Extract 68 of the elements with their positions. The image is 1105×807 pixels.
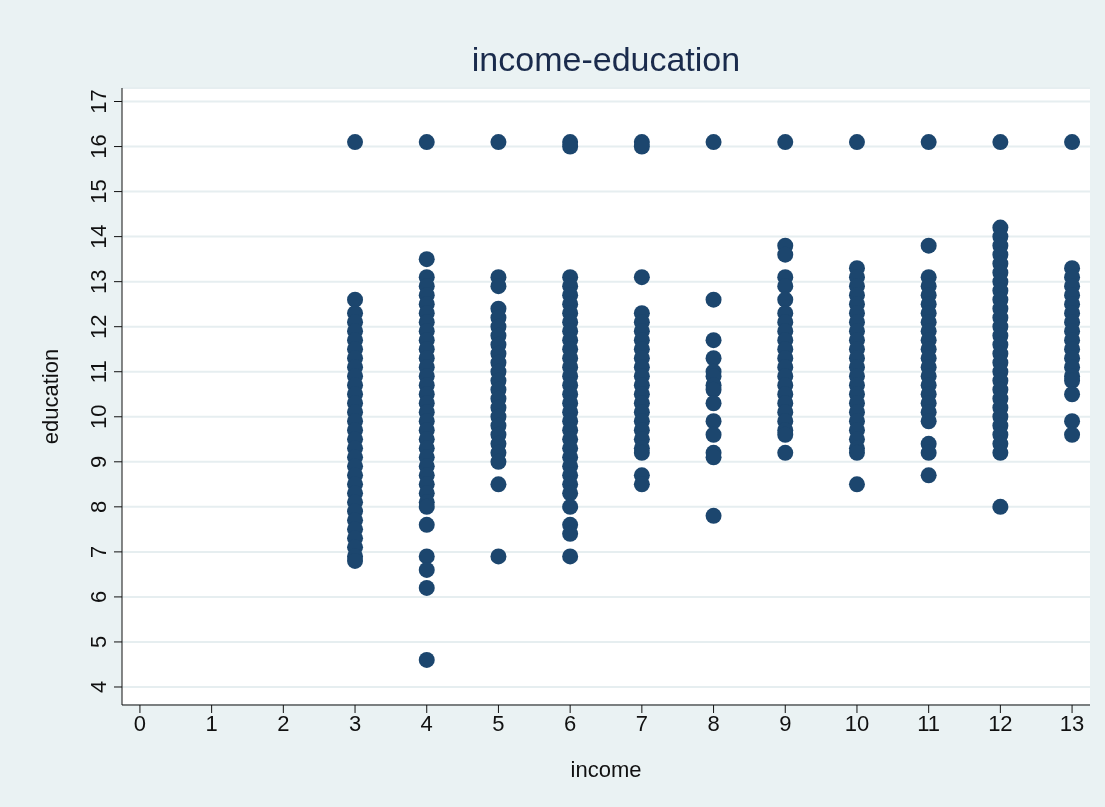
y-tick-label: 13 [86,269,111,294]
point [418,516,435,533]
x-tick-label: 1 [205,710,218,736]
point [705,395,722,412]
point [418,651,435,668]
point [562,498,579,515]
point [418,134,435,151]
x-axis-title: income [570,757,642,782]
y-tick-label: 11 [86,360,111,384]
x-tick-label: 3 [348,710,362,736]
y-tick-label: 14 [86,224,111,249]
point [490,548,507,565]
point [1064,386,1081,403]
point [633,269,650,286]
point [992,498,1009,515]
y-tick-label: 4 [86,680,111,694]
y-tick-label: 6 [86,590,111,604]
y-tick-label: 12 [86,314,111,339]
point [920,237,937,254]
x-tick-label: 11 [917,710,941,736]
point [848,134,865,151]
point [347,291,364,308]
point [418,579,435,596]
point [705,426,722,443]
point [418,561,435,578]
point [705,350,722,367]
y-tick-label: 10 [86,404,111,430]
point [490,134,507,151]
x-tick-label: 8 [707,710,720,736]
y-tick-label: 17 [86,89,111,114]
point [347,134,364,151]
x-tick-label: 10 [844,710,870,736]
point [705,291,722,308]
y-axis-title: education [37,348,63,445]
x-tick-label: 6 [564,710,577,736]
point [490,476,507,493]
point [705,134,722,151]
point [920,134,937,151]
point [777,291,794,308]
point [920,467,937,484]
y-tick-label: 15 [86,179,111,204]
point [777,444,794,461]
point [562,548,579,565]
point [705,332,722,349]
x-tick-label: 7 [635,710,648,736]
point [1064,413,1081,430]
point [848,476,865,493]
point [418,251,435,268]
point [777,134,794,151]
chart-title: income-education [470,40,742,79]
point [1064,426,1081,443]
x-tick-label: 0 [133,710,147,736]
y-tick-label: 7 [86,545,111,558]
x-tick-label: 9 [779,710,792,736]
y-tick-label: 16 [86,134,111,159]
y-tick-label: 8 [86,500,111,513]
y-tick-label: 9 [86,455,111,468]
point [992,134,1009,151]
x-tick-label: 5 [492,710,505,736]
x-tick-label: 4 [420,710,433,736]
x-tick-label: 12 [988,710,1013,736]
x-tick-label: 2 [277,710,290,736]
point [705,413,722,430]
point [1064,134,1081,151]
y-tick-label: 5 [86,635,111,649]
point [418,548,435,565]
point [705,507,722,524]
x-tick-label: 13 [1059,710,1085,736]
